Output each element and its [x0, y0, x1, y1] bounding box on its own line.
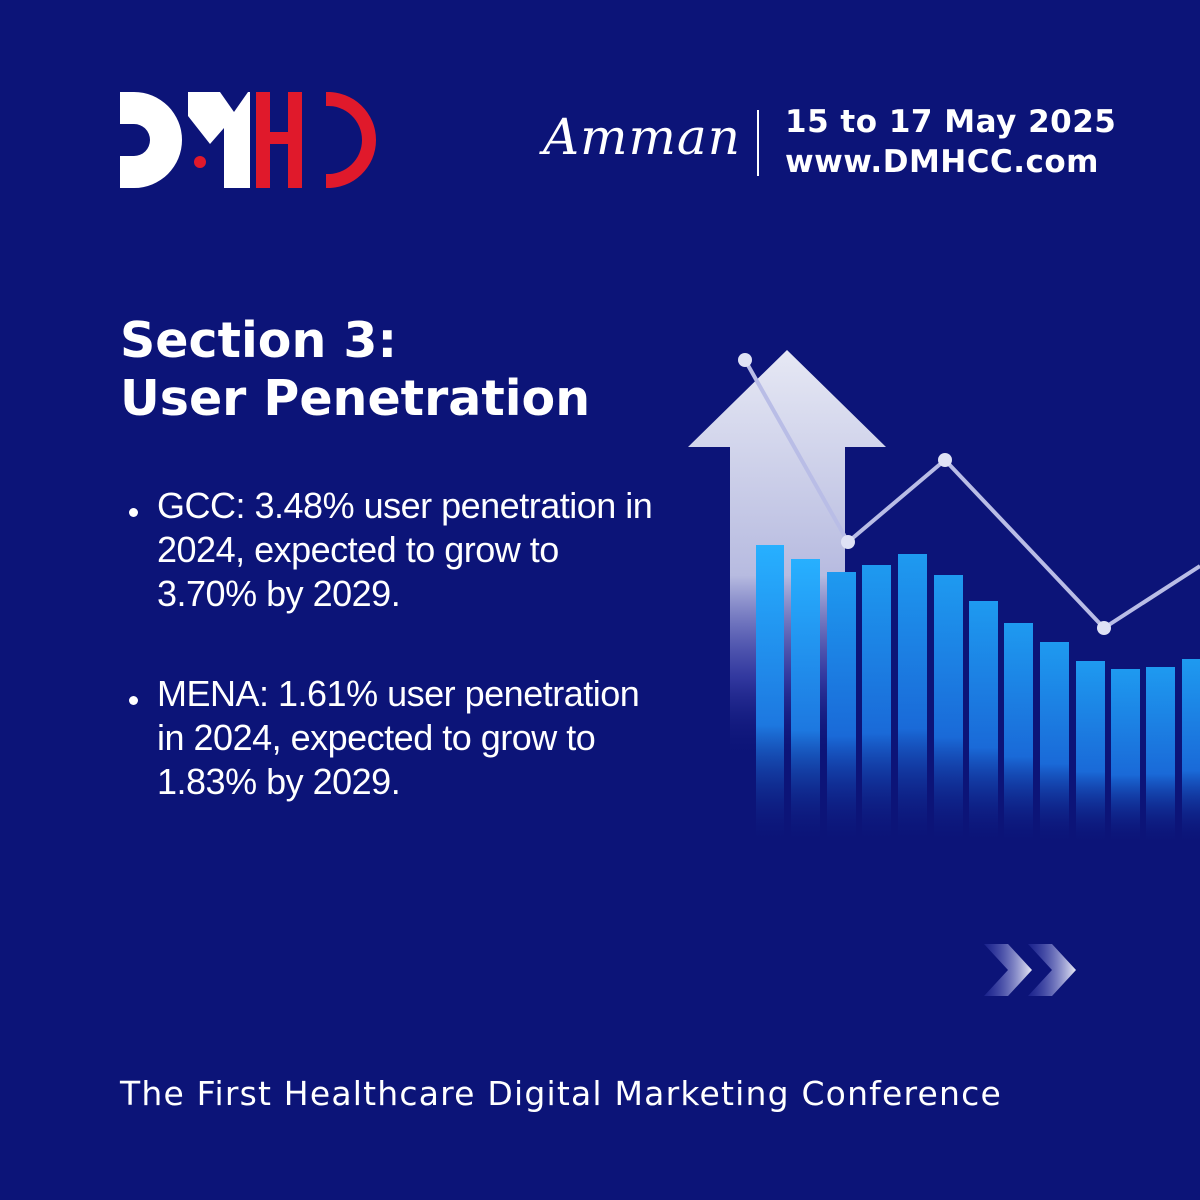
trend-point	[841, 535, 855, 549]
stats-list: GCC: 3.48% user penetration in 2024, exp…	[125, 484, 665, 860]
trend-point	[1097, 621, 1111, 635]
section-title-line-1: Section 3:	[120, 312, 398, 369]
list-item-text: GCC: 3.48% user penetration in 2024, exp…	[157, 485, 653, 614]
logo-letter-h-right	[288, 92, 302, 188]
logo-letter-m	[188, 92, 250, 188]
bullet-dot	[129, 696, 138, 705]
trend-point	[938, 453, 952, 467]
bar	[934, 575, 963, 845]
up-arrow-icon	[688, 350, 886, 760]
section-title-line-2: User Penetration	[120, 370, 591, 427]
bar	[827, 572, 856, 845]
bar	[791, 559, 820, 845]
bar	[969, 601, 998, 845]
bar	[1004, 623, 1033, 845]
bar	[1040, 642, 1069, 845]
bar-group	[756, 545, 1200, 845]
trend-point	[738, 353, 752, 367]
bullet-dot	[129, 508, 138, 517]
bar	[1111, 669, 1140, 845]
footer-tagline: The First Healthcare Digital Marketing C…	[120, 1074, 1003, 1113]
logo-letter-d	[120, 92, 182, 188]
logo-letter-h-bar	[256, 132, 296, 144]
section-title: Section 3: User Penetration	[120, 312, 590, 428]
logo-letter-c	[326, 92, 376, 188]
list-item-gcc: GCC: 3.48% user penetration in 2024, exp…	[125, 484, 665, 616]
bar	[1076, 661, 1105, 845]
bar	[862, 565, 891, 845]
dmhc-logo	[120, 92, 376, 188]
logo-dot	[194, 156, 206, 168]
bar	[898, 554, 927, 845]
list-item-mena: MENA: 1.61% user penetration in 2024, ex…	[125, 672, 665, 804]
double-chevron-right-icon	[984, 944, 1076, 996]
event-website[interactable]: www.DMHCC.com	[785, 144, 1099, 180]
event-city: Amman	[543, 108, 741, 166]
list-item-text: MENA: 1.61% user penetration in 2024, ex…	[157, 673, 640, 802]
bar	[1146, 667, 1175, 845]
event-date: 15 to 17 May 2025	[785, 104, 1117, 140]
bar	[1182, 659, 1200, 845]
bar	[756, 545, 784, 845]
header-divider	[757, 110, 759, 176]
